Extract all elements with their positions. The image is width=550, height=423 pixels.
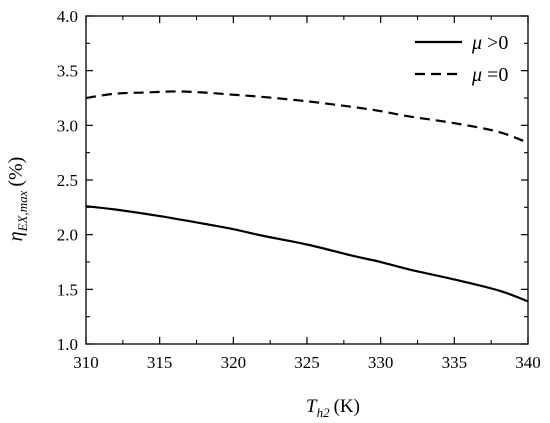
x-axis-title-sub: h2 <box>317 405 331 420</box>
y-axis-ticks: 1.0 1.5 2.0 2.5 3.0 3.5 4.0 <box>57 7 528 354</box>
y-tick-label: 1.0 <box>57 335 78 354</box>
legend-label: μ =0 <box>471 64 508 86</box>
y-axis-title-sub: EX,max <box>15 190 30 232</box>
x-tick-label: 335 <box>442 353 468 372</box>
x-tick-label: 325 <box>294 353 320 372</box>
y-tick-label: 1.5 <box>57 280 78 299</box>
y-tick-label: 3.5 <box>57 62 78 81</box>
legend-label-condition: >0 <box>487 32 508 54</box>
legend-label: μ >0 <box>471 32 508 54</box>
series-layer <box>85 90 529 303</box>
y-tick-label: 3.0 <box>57 116 78 135</box>
x-tick-label: 320 <box>221 353 247 372</box>
x-axis-title: Th2 (K) <box>306 396 360 420</box>
x-tick-label: 330 <box>368 353 394 372</box>
plot-frame <box>85 15 529 345</box>
y-axis-title: ηEX,max (%) <box>5 157 30 242</box>
x-tick-label: 315 <box>147 353 173 372</box>
y-axis-title-main: η <box>5 231 27 241</box>
x-axis-ticks: 310 315 320 325 330 335 340 <box>73 16 541 372</box>
x-axis-title-unit: (K) <box>334 396 360 417</box>
y-tick-label: 4.0 <box>57 7 78 26</box>
x-axis-title-main: T <box>306 396 318 417</box>
legend-label-symbol: μ <box>471 32 487 54</box>
plot-border <box>85 15 529 345</box>
x-tick-label: 340 <box>515 353 541 372</box>
legend: μ >0μ =0 <box>415 32 508 86</box>
legend-label-condition: =0 <box>487 64 508 86</box>
y-tick-label: 2.5 <box>57 171 78 190</box>
x-tick-label: 310 <box>73 353 99 372</box>
series-line-mu-zero <box>85 90 529 144</box>
legend-label-symbol: μ <box>471 64 487 86</box>
series-line-mu-positive <box>85 205 529 303</box>
y-axis-title-unit: (%) <box>5 157 27 187</box>
y-tick-label: 2.0 <box>57 226 78 245</box>
